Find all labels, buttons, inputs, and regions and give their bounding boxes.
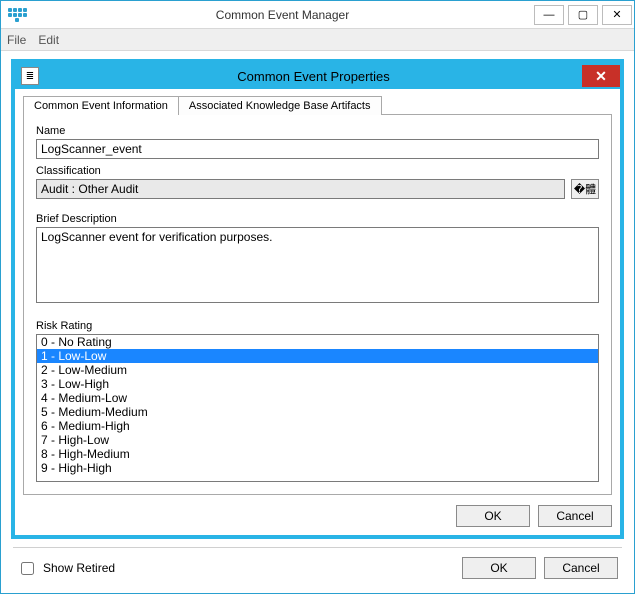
maximize-button[interactable]: ▢ bbox=[568, 5, 598, 25]
risk-rating-listbox[interactable]: 0 - No Rating1 - Low-Low2 - Low-Medium3 … bbox=[36, 334, 599, 482]
close-button[interactable]: ✕ bbox=[602, 5, 632, 25]
brief-description-label: Brief Description bbox=[36, 213, 599, 225]
menu-bar: File Edit bbox=[1, 29, 634, 51]
tab-kb-artifacts[interactable]: Associated Knowledge Base Artifacts bbox=[178, 96, 382, 115]
window-title: Common Event Manager bbox=[33, 8, 532, 22]
dialog-cancel-button[interactable]: Cancel bbox=[538, 505, 612, 527]
brief-description-input[interactable] bbox=[36, 227, 599, 303]
outer-bottom-bar: Show Retired OK Cancel bbox=[7, 549, 628, 587]
document-icon: ≣ bbox=[21, 67, 39, 85]
name-input[interactable] bbox=[36, 139, 599, 159]
list-item[interactable]: 3 - Low-High bbox=[37, 377, 598, 391]
minimize-button[interactable]: — bbox=[534, 5, 564, 25]
properties-dialog: ≣ Common Event Properties ✕ Common Event… bbox=[11, 59, 624, 539]
list-item[interactable]: 2 - Low-Medium bbox=[37, 363, 598, 377]
dialog-ok-button[interactable]: OK bbox=[456, 505, 530, 527]
list-item[interactable]: 7 - High-Low bbox=[37, 433, 598, 447]
list-item[interactable]: 8 - High-Medium bbox=[37, 447, 598, 461]
show-retired-label: Show Retired bbox=[43, 561, 115, 575]
name-label: Name bbox=[36, 125, 599, 137]
classification-label: Classification bbox=[36, 165, 599, 177]
tree-picker-icon: �體 bbox=[574, 181, 596, 197]
list-item[interactable]: 0 - No Rating bbox=[37, 335, 598, 349]
classification-input[interactable] bbox=[36, 179, 565, 199]
tab-panel-info: Name Classification �體 Brief Description… bbox=[23, 114, 612, 495]
outer-window: Common Event Manager — ▢ ✕ File Edit ≣ C… bbox=[0, 0, 635, 594]
tab-common-event-info[interactable]: Common Event Information bbox=[23, 96, 179, 115]
app-icon bbox=[7, 5, 27, 25]
dialog-button-row: OK Cancel bbox=[23, 505, 612, 527]
window-controls: — ▢ ✕ bbox=[532, 2, 634, 28]
dialog-body: Common Event Information Associated Know… bbox=[15, 89, 620, 535]
menu-file[interactable]: File bbox=[7, 33, 26, 47]
dialog-title: Common Event Properties bbox=[45, 69, 582, 84]
list-item[interactable]: 5 - Medium-Medium bbox=[37, 405, 598, 419]
list-item[interactable]: 4 - Medium-Low bbox=[37, 391, 598, 405]
list-item[interactable]: 1 - Low-Low bbox=[37, 349, 598, 363]
show-retired-checkbox[interactable] bbox=[21, 562, 34, 575]
outer-titlebar: Common Event Manager — ▢ ✕ bbox=[1, 1, 634, 29]
dialog-titlebar: ≣ Common Event Properties ✕ bbox=[15, 63, 620, 89]
separator bbox=[13, 547, 622, 548]
outer-ok-button[interactable]: OK bbox=[462, 557, 536, 579]
menu-edit[interactable]: Edit bbox=[38, 33, 59, 47]
list-item[interactable]: 6 - Medium-High bbox=[37, 419, 598, 433]
outer-body: ≣ Common Event Properties ✕ Common Event… bbox=[1, 51, 634, 593]
dialog-close-button[interactable]: ✕ bbox=[582, 65, 620, 87]
tab-row: Common Event Information Associated Know… bbox=[23, 95, 612, 114]
outer-cancel-button[interactable]: Cancel bbox=[544, 557, 618, 579]
show-retired-checkbox-wrap[interactable]: Show Retired bbox=[17, 559, 115, 578]
list-item[interactable]: 9 - High-High bbox=[37, 461, 598, 475]
risk-rating-label: Risk Rating bbox=[36, 320, 599, 332]
classification-picker-button[interactable]: �體 bbox=[571, 179, 599, 199]
